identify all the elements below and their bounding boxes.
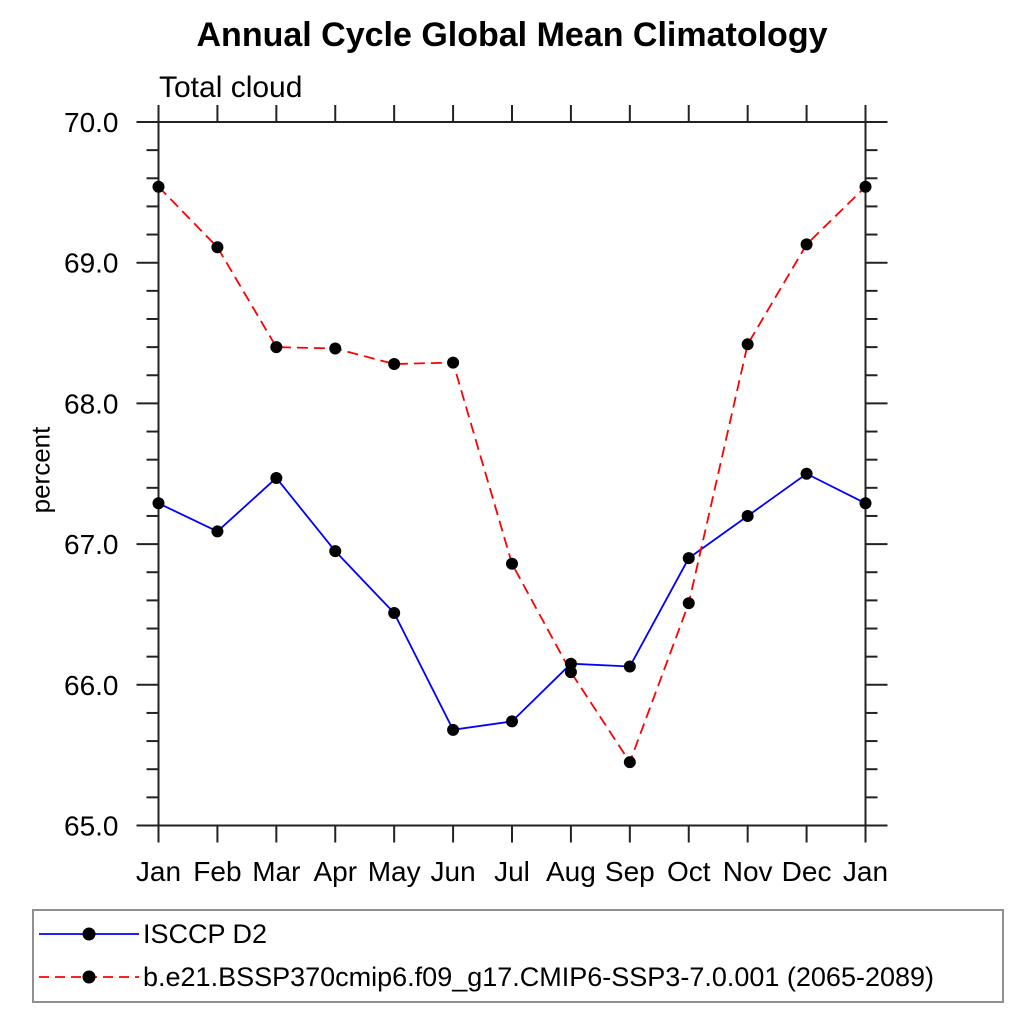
data-point-series-1 <box>388 358 401 371</box>
legend-marker-icon <box>82 927 96 941</box>
y-tick-label: 68.0 <box>64 388 119 419</box>
data-point-series-0 <box>623 660 636 673</box>
data-point-series-1 <box>447 356 460 369</box>
data-point-series-0 <box>447 723 460 736</box>
legend-line-sample <box>39 927 139 941</box>
data-point-series-1 <box>859 180 872 193</box>
x-tick-label: Jan <box>136 856 181 887</box>
data-point-series-1 <box>152 180 165 193</box>
data-point-series-0 <box>741 509 754 522</box>
x-tick-label: Jun <box>431 856 476 887</box>
data-point-series-0 <box>152 497 165 510</box>
data-point-series-1 <box>623 756 636 769</box>
data-point-series-0 <box>329 545 342 558</box>
legend-label: ISCCP D2 <box>143 918 268 949</box>
y-tick-label: 65.0 <box>64 811 119 842</box>
data-point-series-1 <box>211 241 224 254</box>
data-point-series-0 <box>506 715 518 728</box>
x-tick-label: Dec <box>782 856 832 887</box>
chart-title: Annual Cycle Global Mean Climatology <box>196 16 828 54</box>
data-point-series-0 <box>859 497 872 510</box>
legend-marker-icon <box>82 970 96 984</box>
x-tick-label: Jul <box>494 856 530 887</box>
y-tick-label: 66.0 <box>64 670 119 701</box>
y-tick-label: 70.0 <box>64 107 119 138</box>
y-tick-label: 69.0 <box>64 248 119 279</box>
series-line-1 <box>157 186 867 765</box>
x-tick-label: Jan <box>843 856 888 887</box>
data-point-series-0 <box>800 467 813 480</box>
legend-item-model-run: b.e21.BSSP370cmip6.f09_g17.CMIP6-SSP3-7.… <box>36 961 935 992</box>
x-tick-label: Apr <box>313 856 357 887</box>
legend-line-sample <box>39 970 139 984</box>
x-tick-label: Mar <box>252 856 300 887</box>
legend-label: b.e21.BSSP370cmip6.f09_g17.CMIP6-SSP3-7.… <box>143 961 935 992</box>
data-point-series-0 <box>270 471 283 484</box>
data-point-series-1 <box>329 342 342 355</box>
legend-item-isccp-d2: ISCCP D2 <box>36 918 268 949</box>
x-tick-label: Feb <box>193 856 241 887</box>
y-tick-label: 67.0 <box>64 529 119 560</box>
x-tick-label: Nov <box>723 856 773 887</box>
x-tick-label: May <box>368 856 421 887</box>
data-point-series-1 <box>506 557 518 570</box>
chart-subtitle: Total cloud <box>159 71 303 104</box>
data-point-series-0 <box>388 607 401 620</box>
data-point-series-0 <box>564 657 577 670</box>
data-point-series-1 <box>270 341 283 354</box>
x-tick-label: Oct <box>667 856 711 887</box>
x-tick-label: Sep <box>605 856 655 887</box>
data-point-series-1 <box>800 238 813 251</box>
data-point-series-0 <box>211 525 224 538</box>
x-tick-label: Aug <box>546 856 596 887</box>
data-point-series-1 <box>682 597 695 610</box>
legend-box: ISCCP D2 b.e21.BSSP370cmip6.f09_g17.CMIP… <box>32 909 1004 1003</box>
data-point-series-0 <box>682 552 695 565</box>
data-point-series-1 <box>564 666 577 679</box>
data-point-series-1 <box>741 338 754 351</box>
series-line-0 <box>158 472 866 731</box>
